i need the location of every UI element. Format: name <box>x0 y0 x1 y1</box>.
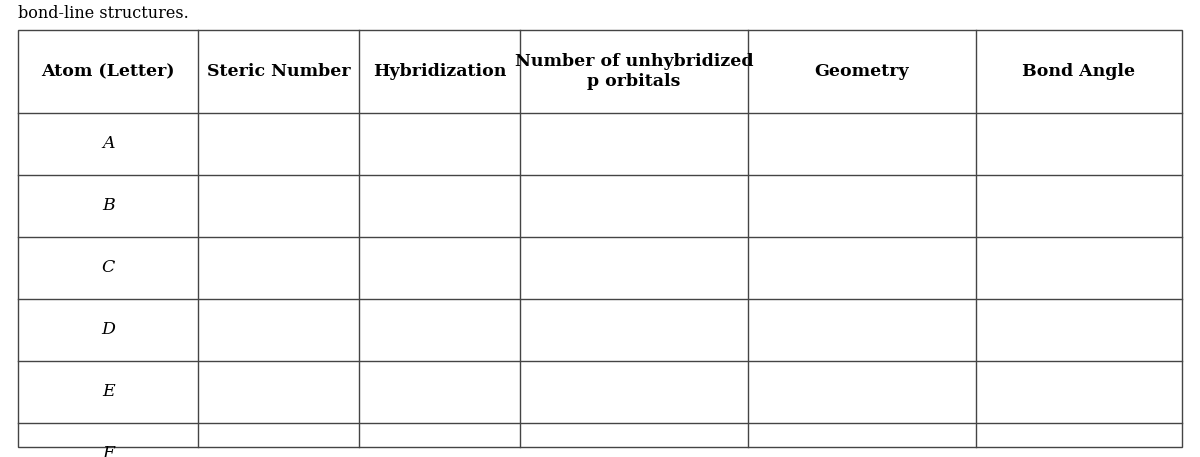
Text: Atom (Letter): Atom (Letter) <box>42 63 175 80</box>
Text: Hybridization: Hybridization <box>373 63 506 80</box>
Text: E: E <box>102 383 114 400</box>
Text: B: B <box>102 197 114 214</box>
Text: bond-line structures.: bond-line structures. <box>18 5 188 22</box>
Text: Steric Number: Steric Number <box>206 63 350 80</box>
Text: D: D <box>101 322 115 339</box>
Text: C: C <box>102 260 115 276</box>
Text: Bond Angle: Bond Angle <box>1022 63 1135 80</box>
Text: Geometry: Geometry <box>815 63 910 80</box>
Text: F: F <box>102 446 114 457</box>
Text: A: A <box>102 135 114 153</box>
Text: Number of unhybridized
p orbitals: Number of unhybridized p orbitals <box>515 53 754 90</box>
